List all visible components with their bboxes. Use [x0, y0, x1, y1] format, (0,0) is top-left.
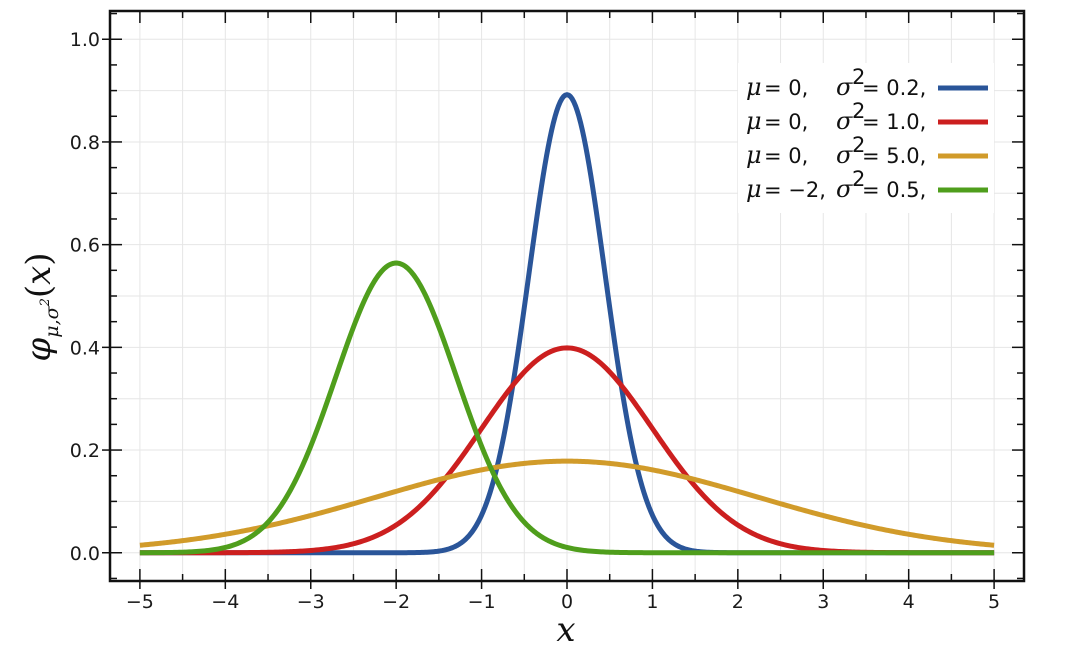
x-tick-label: 0 [561, 591, 573, 613]
y-tick-label: 0.0 [70, 543, 100, 565]
y-label-subscript: μ,σ [41, 305, 63, 337]
y-label-superscript: 2 [38, 298, 53, 307]
legend-sigma-value: = 1.0, [862, 110, 926, 134]
legend-sigma-symbol: σ [836, 141, 853, 169]
legend-mu-value: = 0, [764, 144, 808, 168]
x-tick-label: 3 [817, 591, 829, 613]
legend-mu-symbol: μ [746, 107, 762, 135]
y-tick-label: 0.8 [70, 132, 100, 154]
legend-sigma-value: = 0.2, [862, 76, 926, 100]
legend-sigma-value: = 0.5, [862, 178, 926, 202]
x-tick-label: 2 [732, 591, 744, 613]
legend-sigma-superscript: 2 [852, 133, 865, 157]
legend-sigma-value: = 5.0, [862, 144, 926, 168]
legend-item: μ = 0, σ 2= 5.0, [746, 133, 988, 169]
y-axis-label: φμ,σ2(x) [19, 252, 63, 361]
legend-sigma-superscript: 2 [852, 99, 865, 123]
legend-mu-value: = 0, [764, 110, 808, 134]
x-tick-label: −3 [297, 591, 325, 613]
y-label-close-paren: ) [19, 252, 59, 265]
legend-sigma-symbol: σ [836, 107, 853, 135]
legend-sigma-symbol: σ [836, 73, 853, 101]
x-tick-label: −5 [126, 591, 154, 613]
x-axis-label: x [556, 610, 575, 648]
y-tick-label: 1.0 [70, 29, 100, 51]
legend: μ = 0, σ 2= 0.2,μ = 0, σ 2= 1.0,μ = 0, σ 2= 5.0,μ… [738, 63, 994, 213]
x-tick-label: −4 [211, 591, 239, 613]
curves [139, 92, 995, 556]
legend-sigma-superscript: 2 [852, 167, 865, 191]
y-label-var: x [19, 266, 59, 285]
ticks: −5 −4 −3 −2 −1 0 1 2 3 4 5 0.0 0.2 0.4 0.6 0.8 1.0 [70, 11, 1024, 613]
y-label-open-paren: ( [19, 285, 59, 298]
y-tick-label: 0.4 [70, 337, 100, 359]
y-label-phi: φ [19, 338, 59, 362]
x-tick-label: 1 [646, 591, 658, 613]
legend-mu-symbol: μ [746, 175, 762, 203]
y-tick-label: 0.2 [70, 440, 100, 462]
legend-item: μ = 0, σ 2= 0.2, [746, 65, 988, 101]
legend-sigma-superscript: 2 [852, 65, 865, 89]
legend-mu-value: = 0, [764, 76, 808, 100]
legend-sigma-symbol: σ [836, 175, 853, 203]
x-tick-label: −2 [382, 591, 410, 613]
series-line-4 [139, 260, 995, 556]
series-line-3 [139, 458, 995, 548]
legend-mu-value: = −2, [764, 178, 826, 202]
legend-item: μ = −2, σ 2= 0.5, [746, 167, 988, 203]
legend-mu-symbol: μ [746, 73, 762, 101]
x-tick-label: 5 [988, 591, 1000, 613]
legend-mu-symbol: μ [746, 141, 762, 169]
y-tick-label: 0.6 [70, 235, 100, 257]
legend-item: μ = 0, σ 2= 1.0, [746, 99, 988, 135]
x-tick-label: −1 [468, 591, 496, 613]
x-tick-label: 4 [903, 591, 915, 613]
svg-text:φμ,σ2(x): φμ,σ2(x) [19, 252, 63, 361]
